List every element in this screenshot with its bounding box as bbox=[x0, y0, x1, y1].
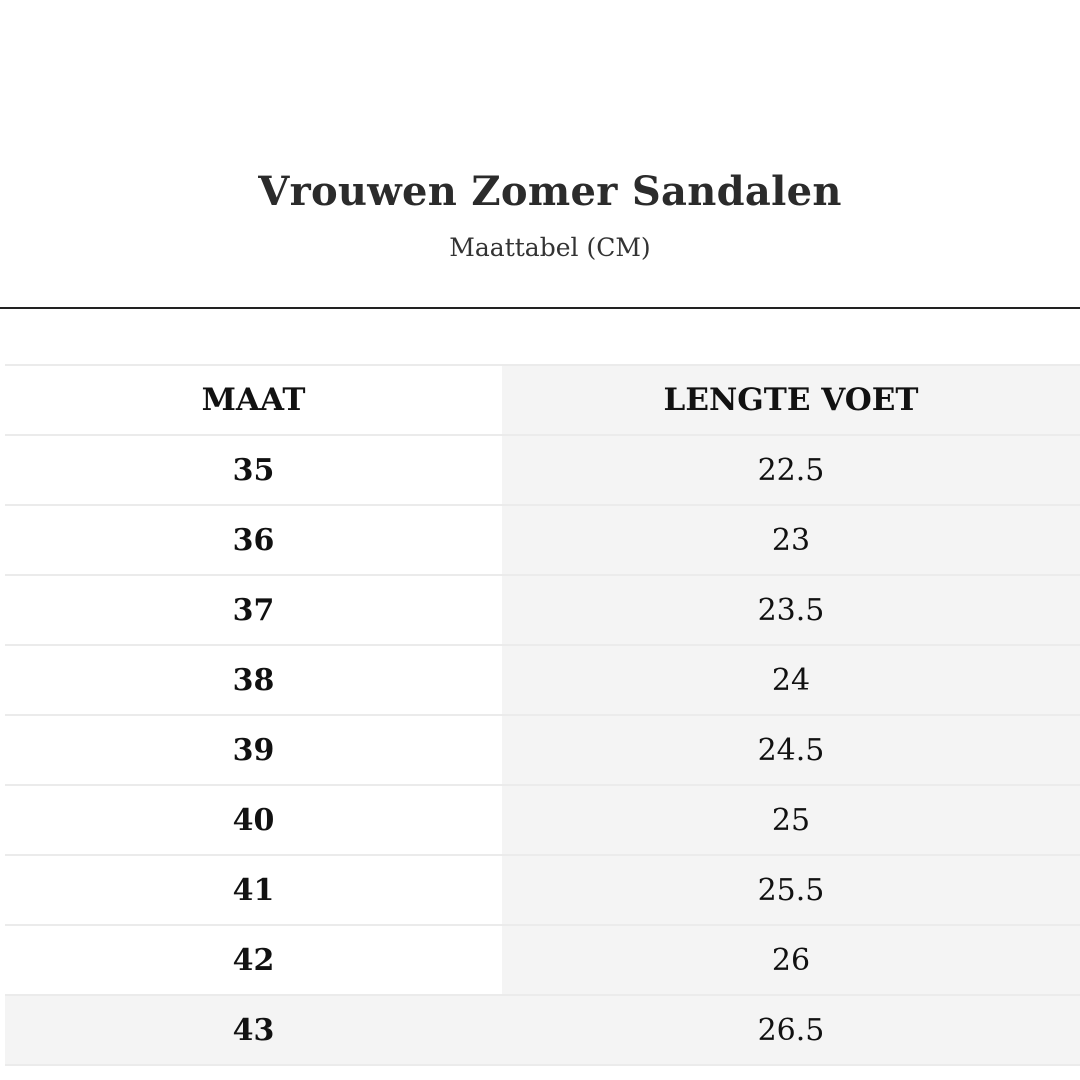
cell-maat: 43 bbox=[5, 996, 502, 1064]
cell-lengte-voet: 23.5 bbox=[502, 576, 1080, 644]
cell-maat: 37 bbox=[5, 576, 502, 644]
cell-maat: 36 bbox=[5, 506, 502, 574]
page-title: Vrouwen Zomer Sandalen bbox=[258, 168, 842, 215]
cell-lengte-voet: 25.5 bbox=[502, 856, 1080, 924]
cell-lengte-voet: 24 bbox=[502, 646, 1080, 714]
table-row: 40 25 bbox=[5, 786, 1080, 856]
cell-maat: 40 bbox=[5, 786, 502, 854]
divider bbox=[0, 307, 1080, 309]
table-row: 42 26 bbox=[5, 926, 1080, 996]
cell-lengte-voet: 26.5 bbox=[502, 996, 1080, 1064]
cell-lengte-voet: 26 bbox=[502, 926, 1080, 994]
header-maat: MAAT bbox=[5, 366, 502, 434]
page-subtitle: Maattabel (CM) bbox=[449, 233, 651, 262]
cell-maat: 35 bbox=[5, 436, 502, 504]
table-row: 39 24.5 bbox=[5, 716, 1080, 786]
cell-lengte-voet: 22.5 bbox=[502, 436, 1080, 504]
table-header-row: MAAT LENGTE VOET bbox=[5, 366, 1080, 436]
table-row: 37 23.5 bbox=[5, 576, 1080, 646]
table-row: 41 25.5 bbox=[5, 856, 1080, 926]
cell-maat: 38 bbox=[5, 646, 502, 714]
cell-maat: 39 bbox=[5, 716, 502, 784]
table-row: 38 24 bbox=[5, 646, 1080, 716]
table-row: 36 23 bbox=[5, 506, 1080, 576]
header-lengte-voet: LENGTE VOET bbox=[502, 366, 1080, 434]
size-table: MAAT LENGTE VOET 35 22.5 36 23 37 23.5 38 24 39 2… bbox=[5, 364, 1080, 1066]
table-row: 35 22.5 bbox=[5, 436, 1080, 506]
cell-maat: 41 bbox=[5, 856, 502, 924]
cell-lengte-voet: 24.5 bbox=[502, 716, 1080, 784]
cell-lengte-voet: 23 bbox=[502, 506, 1080, 574]
cell-lengte-voet: 25 bbox=[502, 786, 1080, 854]
cell-maat: 42 bbox=[5, 926, 502, 994]
table-row: 43 26.5 bbox=[5, 996, 1080, 1066]
